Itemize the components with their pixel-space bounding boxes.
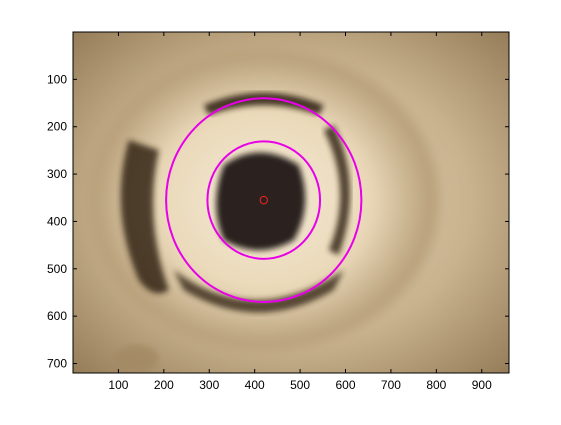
- x-tick-label: 200: [154, 378, 174, 392]
- y-tick-label: 600: [47, 309, 67, 323]
- outer-circle: [165, 97, 363, 303]
- x-axis: 100 200 300 400 500 600 700 800 900: [108, 32, 492, 392]
- photo-object: [114, 344, 159, 373]
- pipe-reflection-left: [120, 140, 169, 294]
- y-tick-label: 100: [47, 72, 67, 86]
- x-tick-label: 900: [472, 378, 492, 392]
- center-marker: [259, 195, 268, 205]
- circle-overlays: [165, 97, 363, 303]
- pipe-reflection-right: [323, 125, 351, 256]
- pipe-reflection-top: [203, 92, 324, 116]
- pipe-reflection-bottom: [173, 270, 344, 313]
- axes-box: [72, 31, 510, 374]
- y-tick-label: 300: [47, 167, 67, 181]
- x-tick-label: 300: [199, 378, 219, 392]
- photo-image: [73, 32, 509, 373]
- y-tick-label: 200: [47, 120, 67, 134]
- x-tick-label: 800: [426, 378, 446, 392]
- y-tick-label: 700: [47, 357, 67, 371]
- x-tick-label: 500: [290, 378, 310, 392]
- inner-circle: [206, 140, 322, 260]
- y-tick-label: 500: [47, 262, 67, 276]
- x-tick-label: 400: [245, 378, 265, 392]
- y-tick-label: 400: [47, 214, 67, 228]
- y-axis: 100 200 300 400 500 600 700: [47, 72, 509, 371]
- x-tick-label: 100: [108, 378, 128, 392]
- x-tick-label: 600: [335, 378, 355, 392]
- x-tick-label: 700: [381, 378, 401, 392]
